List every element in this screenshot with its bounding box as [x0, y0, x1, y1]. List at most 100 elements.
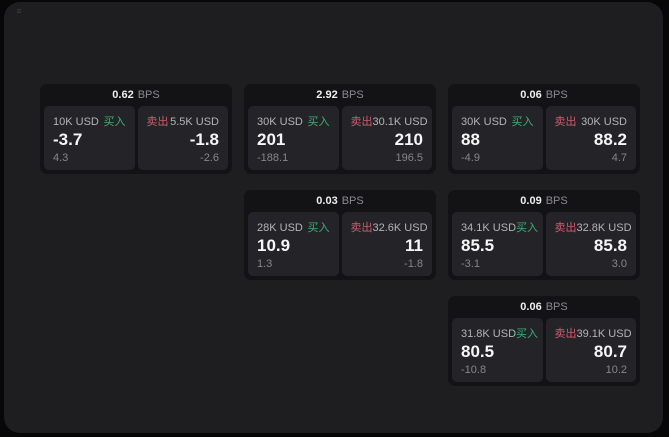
bps-value: 0.03 — [316, 195, 338, 207]
card-header: 0.06 BPS — [452, 296, 636, 318]
bps-value: 0.09 — [520, 195, 542, 207]
buy-toprow: 31.8K USD 买入 — [461, 325, 538, 341]
buy-label: 买入 — [307, 116, 330, 128]
buy-label: 买入 — [307, 222, 330, 234]
sell-toprow: 卖出 32.8K USD — [554, 219, 632, 235]
buy-amount: 31.8K USD — [461, 328, 517, 340]
sell-price: 85.8 — [593, 236, 627, 256]
buy-panel[interactable]: 28K USD 买入 10.9 1.3 — [248, 212, 339, 276]
quote-card: 0.06 BPS 30K USD 买入 88 -4.9 卖出 30K USD 8… — [448, 84, 640, 174]
buy-panel[interactable]: 30K USD 买入 88 -4.9 — [452, 106, 543, 170]
sell-amount: 5.5K USD — [170, 116, 219, 128]
buy-delta: -4.9 — [461, 151, 480, 164]
sell-label: 卖出 — [350, 222, 373, 234]
quote-card: 2.92 BPS 30K USD 买入 201 -188.1 卖出 30.1K … — [244, 84, 436, 174]
buy-amount: 34.1K USD — [461, 222, 517, 234]
sell-price: 88.2 — [593, 130, 627, 150]
bps-value: 2.92 — [316, 89, 338, 101]
sell-amount: 39.1K USD — [576, 328, 632, 340]
bps-value: 0.06 — [520, 89, 542, 101]
buy-label: 买入 — [516, 222, 539, 234]
sell-toprow: 卖出 32.6K USD — [350, 219, 428, 235]
quote-card: 0.09 BPS 34.1K USD 买入 85.5 -3.1 卖出 32.8K… — [448, 190, 640, 280]
buy-price: 85.5 — [461, 236, 495, 256]
card-header: 0.06 BPS — [452, 84, 636, 106]
bps-unit-label: BPS — [545, 301, 568, 313]
buy-toprow: 28K USD 买入 — [257, 219, 330, 235]
buy-amount: 10K USD — [53, 116, 99, 128]
sell-panel[interactable]: 卖出 30K USD 88.2 4.7 — [545, 106, 636, 170]
sell-panel[interactable]: 卖出 39.1K USD 80.7 10.2 — [545, 318, 636, 382]
sell-delta: 4.7 — [611, 151, 627, 164]
bps-unit-label: BPS — [137, 89, 160, 101]
quote-card: 0.62 BPS 10K USD 买入 -3.7 4.3 卖出 5.5K USD… — [40, 84, 232, 174]
sell-price: -1.8 — [189, 130, 219, 150]
buy-panel[interactable]: 10K USD 买入 -3.7 4.3 — [44, 106, 135, 170]
sell-amount: 32.8K USD — [576, 222, 632, 234]
card-header: 2.92 BPS — [248, 84, 432, 106]
buy-toprow: 30K USD 买入 — [461, 113, 534, 129]
sell-panel[interactable]: 卖出 32.8K USD 85.8 3.0 — [545, 212, 636, 276]
buy-price: 201 — [257, 130, 286, 150]
quote-panels: 30K USD 买入 201 -188.1 卖出 30.1K USD 210 1… — [248, 106, 432, 170]
quote-card: 0.03 BPS 28K USD 买入 10.9 1.3 卖出 32.6K US… — [244, 190, 436, 280]
sell-toprow: 卖出 5.5K USD — [147, 113, 220, 129]
card-header: 0.62 BPS — [44, 84, 228, 106]
buy-price: 88 — [461, 130, 480, 150]
buy-delta: 4.3 — [53, 151, 69, 164]
buy-label: 买入 — [511, 116, 534, 128]
sell-label: 卖出 — [554, 116, 577, 128]
buy-label: 买入 — [103, 116, 126, 128]
buy-panel[interactable]: 31.8K USD 买入 80.5 -10.8 — [452, 318, 543, 382]
sell-panel[interactable]: 卖出 30.1K USD 210 196.5 — [341, 106, 432, 170]
buy-amount: 28K USD — [257, 222, 303, 234]
sell-price: 80.7 — [593, 342, 627, 362]
buy-label: 买入 — [516, 328, 539, 340]
sell-toprow: 卖出 30K USD — [555, 113, 628, 129]
bps-value: 0.62 — [112, 89, 134, 101]
sell-delta: 10.2 — [605, 363, 627, 376]
app-window: ≡ 0.62 BPS 10K USD 买入 -3.7 4.3 卖出 5.5K U… — [4, 2, 663, 433]
buy-price: 10.9 — [257, 236, 291, 256]
buy-price: -3.7 — [53, 130, 83, 150]
quote-panels: 10K USD 买入 -3.7 4.3 卖出 5.5K USD -1.8 -2.… — [44, 106, 228, 170]
sell-price: 11 — [405, 236, 423, 256]
card-header: 0.03 BPS — [248, 190, 432, 212]
buy-delta: -10.8 — [461, 363, 487, 376]
sell-delta: -1.8 — [404, 257, 423, 270]
buy-amount: 30K USD — [257, 116, 303, 128]
bps-unit-label: BPS — [545, 89, 568, 101]
corner-menu-icon[interactable]: ≡ — [16, 6, 22, 16]
sell-amount: 30K USD — [581, 116, 627, 128]
buy-toprow: 34.1K USD 买入 — [461, 219, 538, 235]
buy-panel[interactable]: 30K USD 买入 201 -188.1 — [248, 106, 339, 170]
quote-panels: 30K USD 买入 88 -4.9 卖出 30K USD 88.2 4.7 — [452, 106, 636, 170]
buy-toprow: 30K USD 买入 — [257, 113, 330, 129]
sell-label: 卖出 — [554, 328, 577, 340]
buy-delta: -3.1 — [461, 257, 480, 270]
sell-label: 卖出 — [146, 116, 169, 128]
buy-delta: 1.3 — [257, 257, 273, 270]
quote-panels: 31.8K USD 买入 80.5 -10.8 卖出 39.1K USD 80.… — [452, 318, 636, 382]
sell-delta: 196.5 — [395, 151, 423, 164]
sell-label: 卖出 — [350, 116, 373, 128]
quote-panels: 34.1K USD 买入 85.5 -3.1 卖出 32.8K USD 85.8… — [452, 212, 636, 276]
quote-card: 0.06 BPS 31.8K USD 买入 80.5 -10.8 卖出 39.1… — [448, 296, 640, 386]
bps-unit-label: BPS — [341, 89, 364, 101]
sell-panel[interactable]: 卖出 5.5K USD -1.8 -2.6 — [137, 106, 228, 170]
sell-label: 卖出 — [554, 222, 577, 234]
bps-value: 0.06 — [520, 301, 542, 313]
buy-toprow: 10K USD 买入 — [53, 113, 126, 129]
sell-price: 210 — [394, 130, 423, 150]
sell-delta: 3.0 — [611, 257, 627, 270]
buy-price: 80.5 — [461, 342, 495, 362]
quote-panels: 28K USD 买入 10.9 1.3 卖出 32.6K USD 11 -1.8 — [248, 212, 432, 276]
card-header: 0.09 BPS — [452, 190, 636, 212]
sell-amount: 32.6K USD — [372, 222, 428, 234]
buy-panel[interactable]: 34.1K USD 买入 85.5 -3.1 — [452, 212, 543, 276]
sell-amount: 30.1K USD — [372, 116, 428, 128]
sell-delta: -2.6 — [200, 151, 219, 164]
bps-unit-label: BPS — [341, 195, 364, 207]
bps-unit-label: BPS — [545, 195, 568, 207]
sell-panel[interactable]: 卖出 32.6K USD 11 -1.8 — [341, 212, 432, 276]
